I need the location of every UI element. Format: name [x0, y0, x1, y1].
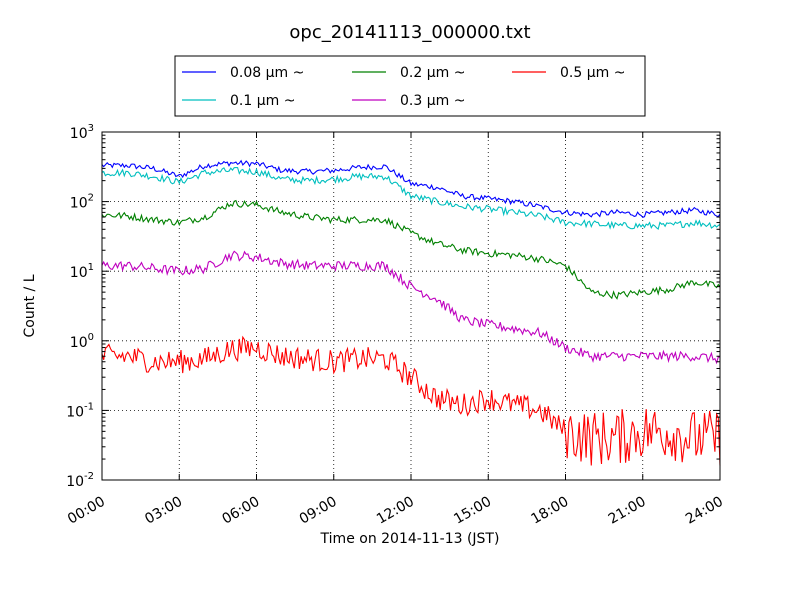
series-line [101, 335, 721, 466]
series-line [101, 159, 721, 219]
legend-label: 0.08 μm ~ [230, 65, 304, 81]
axis-ticks [101, 131, 721, 481]
chart-title: opc_20141113_000000.txt [289, 22, 530, 43]
series-line [101, 250, 721, 365]
y-axis-label: Count / L [22, 274, 38, 337]
y-tick-label: 102 [70, 193, 94, 212]
series-line [101, 199, 721, 300]
y-tick-label: 10-2 [66, 471, 94, 490]
legend-label: 0.1 μm ~ [230, 93, 295, 109]
series-line [101, 166, 721, 230]
y-tick-labels: 10-2 10-1 100 101 102 103 [66, 123, 94, 490]
x-axis-label: Time on 2014-11-13 (JST) [320, 531, 500, 547]
legend-label: 0.3 μm ~ [400, 93, 465, 109]
y-tick-label: 100 [70, 332, 94, 351]
y-tick-label: 10-1 [66, 401, 94, 420]
plot-area [101, 131, 721, 481]
y-tick-label: 103 [70, 123, 94, 142]
series-lines [101, 159, 721, 466]
legend-box [174, 55, 646, 117]
gridlines [102, 132, 720, 480]
legend-label: 0.2 μm ~ [400, 65, 465, 81]
y-tick-label: 101 [70, 262, 94, 281]
legend: 0.08 μm ~ 0.1 μm ~ 0.2 μm ~ 0.3 μm ~ 0.5 μm … [174, 55, 646, 117]
legend-label: 0.5 μm ~ [560, 65, 625, 81]
